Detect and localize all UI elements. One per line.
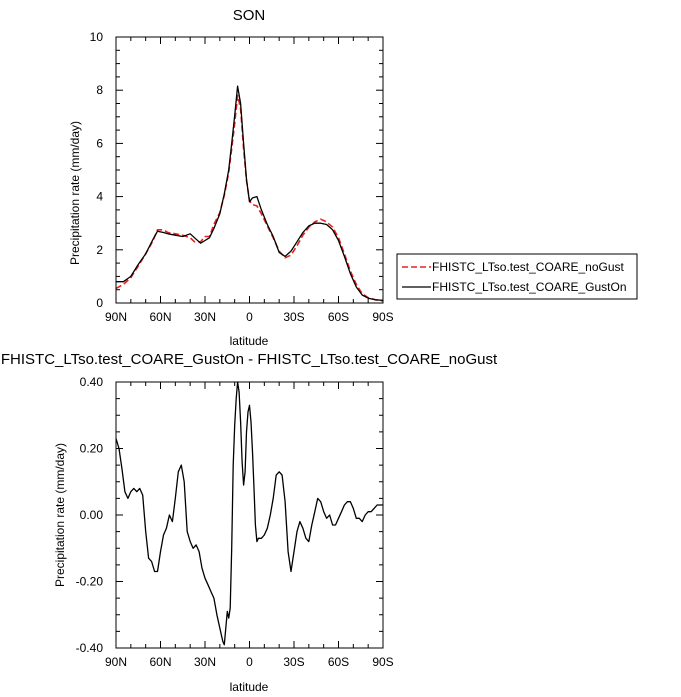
- bottom-y-tick-label: -0.40: [76, 641, 104, 655]
- top-x-tick-label: 30N: [194, 310, 216, 324]
- bottom-x-tick-label: 60N: [149, 655, 171, 669]
- bottom-plot-frame: [115, 381, 384, 649]
- top-x-axis-label: latitude: [230, 334, 269, 348]
- bottom-x-tick-label: 30N: [194, 655, 216, 669]
- bottom-x-tick-label: 90S: [372, 655, 393, 669]
- bottom-x-tick-label: 90N: [105, 655, 127, 669]
- bottom-series-group: [115, 381, 383, 646]
- bottom-axes-group: 90N 60N 30N 0 30S 60S 90S -0.40 -0.20 0.00 0.20 0.4…: [76, 375, 394, 669]
- top-y-axis-label: Precipitation rate (mm/day): [68, 121, 82, 265]
- bottom-panel: FHISTC_LTso.test_COARE_GustOn - FHISTC_L…: [1, 351, 498, 694]
- bottom-series-line-0: [115, 381, 383, 646]
- bottom-chart-title: FHISTC_LTso.test_COARE_GustOn - FHISTC_L…: [1, 351, 498, 368]
- legend-label-guston: FHISTC_LTso.test_COARE_GustOn: [432, 280, 627, 294]
- top-x-tick-label: 0: [246, 310, 253, 324]
- top-x-tick-label: 60S: [328, 310, 349, 324]
- top-chart-title: SON: [233, 7, 266, 24]
- top-series-line-1: [116, 85, 384, 301]
- top-y-tick-label: 2: [96, 243, 103, 257]
- bottom-x-tick-label: 0: [246, 655, 253, 669]
- bottom-y-tick-label: 0.20: [80, 442, 104, 456]
- bottom-y-tick-label: 0.40: [80, 375, 104, 389]
- top-x-tick-label: 60N: [149, 310, 171, 324]
- bottom-y-tick-label: 0.00: [80, 508, 104, 522]
- top-x-tick-label: 30S: [283, 310, 304, 324]
- bottom-x-axis-label: latitude: [230, 680, 269, 694]
- legend-box: [396, 253, 638, 300]
- top-x-tick-label: 90S: [372, 310, 393, 324]
- bottom-y-tick-label: -0.20: [76, 575, 104, 589]
- top-axes-group: 90N 60N 30N 0 30S 60S 90S 0 2 4 6 8 10: [90, 30, 394, 324]
- top-y-tick-label: 6: [96, 136, 103, 150]
- legend-label-nogust: FHISTC_LTso.test_COARE_noGust: [432, 260, 625, 274]
- top-y-tick-label: 0: [96, 296, 103, 310]
- bottom-y-axis-label: Precipitation rate (mm/day): [53, 443, 67, 587]
- top-plot-frame: [115, 36, 384, 304]
- top-series-group: [115, 85, 384, 302]
- top-y-tick-label: 8: [96, 83, 103, 97]
- bottom-x-tick-label: 60S: [328, 655, 349, 669]
- legend: FHISTC_LTso.test_COARE_noGust FHISTC_LTs…: [396, 253, 638, 300]
- bottom-x-tick-label: 30S: [283, 655, 304, 669]
- top-y-tick-label: 4: [96, 190, 103, 204]
- top-y-tick-label: 10: [90, 30, 104, 44]
- top-x-tick-label: 90N: [105, 310, 127, 324]
